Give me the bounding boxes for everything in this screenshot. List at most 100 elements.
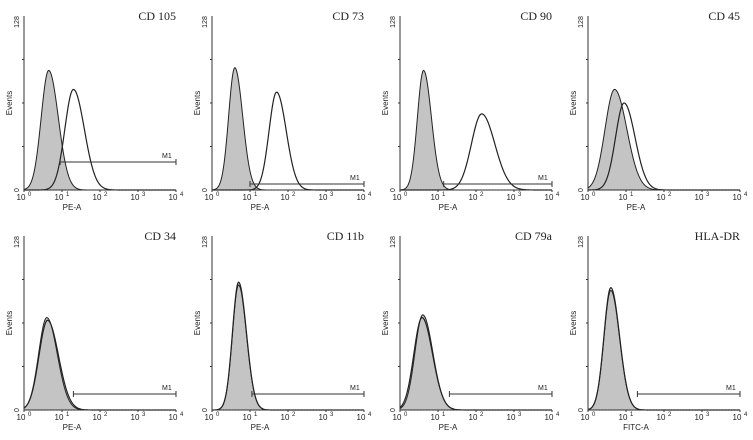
x-tick-exponent: 3	[706, 192, 710, 198]
x-tick-exponent: 0	[28, 192, 32, 198]
x-tick-exponent: 1	[442, 412, 446, 418]
x-tick-exponent: 1	[254, 412, 258, 418]
m1-gate-label: M1	[350, 385, 360, 392]
x-tick-exponent: 1	[630, 192, 634, 198]
y-tick-label: 128	[202, 236, 209, 248]
isotype-histogram	[23, 69, 176, 191]
y-axis-label: Events	[569, 91, 578, 115]
isotype-histogram	[23, 317, 176, 411]
x-tick-label: 10	[431, 413, 440, 422]
x-tick-label: 10	[131, 413, 140, 422]
x-tick-label: 10	[55, 193, 64, 202]
y-tick-label: 128	[390, 236, 397, 248]
isotype-histogram	[399, 69, 552, 191]
x-tick-label: 10	[545, 413, 554, 422]
panel-title: CD 105	[138, 9, 176, 23]
y-axis-label: Events	[569, 311, 578, 335]
x-tick-exponent: 3	[518, 192, 522, 198]
x-tick-exponent: 4	[368, 192, 372, 198]
x-tick-label: 10	[581, 193, 590, 202]
x-tick-exponent: 1	[66, 412, 70, 418]
x-tick-exponent: 2	[668, 412, 672, 418]
x-tick-label: 10	[319, 193, 328, 202]
y-tick-label: 128	[202, 16, 209, 28]
x-tick-label: 10	[469, 413, 478, 422]
x-tick-label: 10	[169, 193, 178, 202]
isotype-histogram	[587, 88, 740, 191]
x-axis-label: PE-A	[63, 203, 82, 212]
x-tick-label: 10	[393, 193, 402, 202]
x-tick-exponent: 0	[28, 412, 32, 418]
x-tick-label: 10	[695, 193, 704, 202]
x-tick-exponent: 0	[404, 192, 408, 198]
panel-title: CD 90	[520, 9, 552, 23]
x-tick-label: 10	[357, 413, 366, 422]
panel-title: CD 34	[144, 229, 176, 243]
x-tick-exponent: 4	[180, 412, 184, 418]
y-tick-label: 0	[390, 408, 397, 412]
x-tick-label: 10	[619, 193, 628, 202]
x-tick-label: 10	[507, 193, 516, 202]
x-tick-exponent: 4	[368, 412, 372, 418]
panel-title: HLA-DR	[695, 229, 740, 243]
y-tick-label: 0	[578, 408, 585, 412]
x-tick-exponent: 3	[142, 412, 146, 418]
x-tick-exponent: 4	[744, 412, 748, 418]
x-tick-label: 10	[243, 193, 252, 202]
y-axis-label: Events	[5, 91, 14, 115]
x-tick-label: 10	[431, 193, 440, 202]
x-tick-label: 10	[55, 413, 64, 422]
x-tick-label: 10	[281, 193, 290, 202]
x-tick-label: 10	[393, 413, 402, 422]
x-tick-exponent: 4	[744, 192, 748, 198]
x-tick-exponent: 4	[180, 192, 184, 198]
x-tick-label: 10	[243, 413, 252, 422]
x-tick-exponent: 2	[668, 192, 672, 198]
y-tick-label: 0	[390, 188, 397, 192]
y-tick-label: 128	[578, 236, 585, 248]
x-tick-label: 10	[93, 193, 102, 202]
isotype-histogram	[587, 289, 740, 411]
x-tick-label: 10	[545, 193, 554, 202]
x-tick-exponent: 3	[518, 412, 522, 418]
panel-title: CD 11b	[327, 229, 364, 243]
x-axis-label: PE-A	[251, 423, 270, 432]
x-tick-exponent: 3	[330, 412, 334, 418]
x-axis-label: PE-A	[627, 203, 646, 212]
y-tick-label: 128	[14, 236, 21, 248]
y-tick-label: 0	[578, 188, 585, 192]
x-tick-label: 10	[657, 193, 666, 202]
x-tick-exponent: 2	[292, 192, 296, 198]
m1-gate-label: M1	[350, 175, 360, 182]
x-tick-exponent: 2	[104, 192, 108, 198]
x-tick-exponent: 1	[630, 412, 634, 418]
x-tick-label: 10	[281, 413, 290, 422]
y-axis-label: Events	[381, 91, 390, 115]
x-tick-exponent: 0	[216, 412, 220, 418]
x-tick-label: 10	[17, 193, 26, 202]
x-tick-label: 10	[507, 413, 516, 422]
x-tick-label: 10	[657, 413, 666, 422]
x-tick-label: 10	[93, 413, 102, 422]
x-tick-exponent: 3	[706, 412, 710, 418]
y-tick-label: 0	[202, 188, 209, 192]
y-axis-label: Events	[193, 311, 202, 335]
y-axis-label: Events	[381, 311, 390, 335]
x-tick-exponent: 1	[442, 192, 446, 198]
y-axis-label: Events	[193, 91, 202, 115]
isotype-histogram	[211, 66, 364, 191]
x-tick-label: 10	[131, 193, 140, 202]
m1-gate-label: M1	[162, 385, 172, 392]
m1-gate-label: M1	[538, 385, 548, 392]
m1-gate-label: M1	[162, 153, 172, 160]
x-tick-label: 10	[733, 413, 742, 422]
